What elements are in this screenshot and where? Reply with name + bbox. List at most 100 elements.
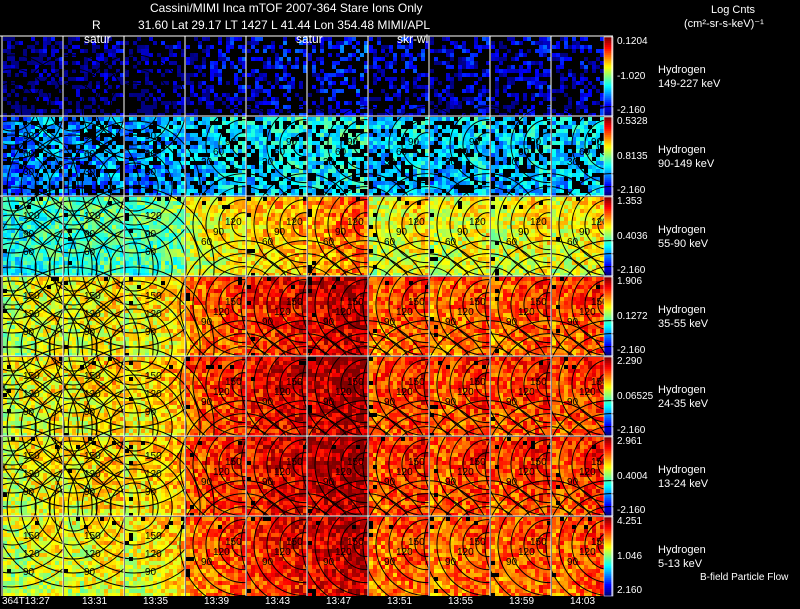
contour-label: 120 — [335, 547, 352, 558]
contour-label: 30 — [262, 157, 274, 168]
contour-label: 90 — [579, 227, 591, 238]
contour-label: 90 — [506, 477, 518, 488]
colorbar-min-label: -2.160 — [617, 185, 645, 196]
contour-label: 90 — [262, 557, 274, 568]
colorbar-min-label: -2.160 — [617, 105, 645, 116]
contour-label: 120 — [469, 217, 486, 228]
contour-label: 120 — [225, 217, 242, 228]
contour-label: 120 — [396, 547, 413, 558]
skr-marker-label: skr-wl — [397, 32, 428, 46]
image-panel — [491, 37, 551, 116]
colorbar-max-label: 2.961 — [617, 436, 642, 447]
time-tick-label: 13:59 — [509, 596, 534, 607]
contour-label: 90 — [225, 137, 237, 148]
contour-label: 120 — [518, 387, 535, 398]
contour-label: 120 — [274, 387, 291, 398]
contour-label: 90 — [445, 397, 457, 408]
units-label-2: (cm²-sr-s-keV)⁻¹ — [684, 17, 764, 31]
species-label: Hydrogen — [658, 544, 706, 557]
contour-label: 90 — [274, 227, 286, 238]
contour-label: 90 — [262, 397, 274, 408]
energy-range-label: 5-13 keV — [658, 558, 702, 571]
contour-label: 90 — [567, 317, 579, 328]
contour-label: 90 — [347, 137, 359, 148]
colorbar-min-label: -2.160 — [617, 505, 645, 516]
time-tick-label: 13:47 — [326, 596, 351, 607]
contour-label: 120 — [286, 217, 303, 228]
saturn-marker-label: satur — [84, 32, 111, 46]
contour-label: 120 — [347, 217, 364, 228]
energy-range-label: 55-90 keV — [658, 238, 708, 251]
energy-range-label: 90-149 keV — [658, 158, 714, 171]
image-panel — [369, 37, 429, 116]
species-label: Hydrogen — [658, 384, 706, 397]
contour-label: 90 — [384, 397, 396, 408]
contour-label: 120 — [457, 307, 474, 318]
contour-label: 120 — [396, 467, 413, 478]
contour-label: 90 — [384, 477, 396, 488]
contour-label: 120 — [518, 547, 535, 558]
contour-label: 120 — [579, 387, 596, 398]
contour-label: 90 — [591, 137, 603, 148]
contour-label: 120 — [408, 217, 425, 228]
contour-label: 60 — [518, 147, 530, 158]
contour-label: 120 — [213, 387, 230, 398]
time-tick-label: 13:39 — [204, 596, 229, 607]
contour-label: 60 — [567, 237, 579, 248]
saturn-marker-label-2: satur — [296, 32, 323, 46]
colorbar-max-label: 1.353 — [617, 196, 642, 207]
units-label: Log Cnts — [711, 3, 755, 17]
contour-label: 90 — [506, 397, 518, 408]
image-panel — [430, 37, 490, 116]
image-panel — [552, 37, 612, 116]
contour-label: 120 — [335, 467, 352, 478]
contour-label: 120 — [335, 387, 352, 398]
contour-label: 120 — [579, 307, 596, 318]
colorbar-max-label: 1.906 — [617, 276, 642, 287]
species-label: Hydrogen — [658, 144, 706, 157]
contour-label: 120 — [396, 307, 413, 318]
contour-label: 90 — [262, 477, 274, 488]
colorbar-max-label: 0.1204 — [617, 36, 648, 47]
contour-label: 90 — [145, 567, 157, 578]
contour-label: 90 — [213, 227, 225, 238]
contour-label: 90 — [518, 227, 530, 238]
contour-label: 120 — [530, 217, 547, 228]
time-tick-label: 13:51 — [387, 596, 412, 607]
contour-label: 60 — [213, 147, 225, 158]
contour-label: 120 — [145, 549, 162, 560]
plot-title: Cassini/MIMI Inca mTOF 2007-364 Stare Io… — [150, 1, 423, 15]
contour-label: 90 — [323, 397, 335, 408]
energy-range-label: 13-24 keV — [658, 478, 708, 491]
colorbar-mid-label: 0.06525 — [617, 391, 653, 402]
species-label: Hydrogen — [658, 64, 706, 77]
contour-label: 90 — [323, 557, 335, 568]
contour-label: 120 — [335, 307, 352, 318]
contour-label: 120 — [457, 547, 474, 558]
contour-label: 90 — [384, 557, 396, 568]
contour-label: 90 — [384, 317, 396, 328]
contour-label: 150 — [23, 531, 40, 542]
colorbar-mid-label: 0.8135 — [617, 151, 648, 162]
contour-label: 30 — [506, 157, 518, 168]
r-label: R — [92, 18, 101, 32]
contour-label: 120 — [274, 547, 291, 558]
contour-label: 120 — [518, 467, 535, 478]
colorbar-mid-label: 0.4004 — [617, 471, 648, 482]
contour-label: 90 — [408, 137, 420, 148]
contour-label: 120 — [579, 467, 596, 478]
colorbar-mid-label: 0.1272 — [617, 311, 648, 322]
contour-label: 30 — [384, 157, 396, 168]
energy-range-label: 149-227 keV — [658, 78, 720, 91]
colorbar-min-label: 2.160 — [617, 585, 642, 596]
contour-label: 120 — [274, 467, 291, 478]
contour-label: 60 — [262, 237, 274, 248]
contour-label: 90 — [445, 477, 457, 488]
species-label: Hydrogen — [658, 304, 706, 317]
contour-label: 30 — [567, 157, 579, 168]
colorbar-mid-label: 0.4036 — [617, 231, 648, 242]
species-label: Hydrogen — [658, 224, 706, 237]
image-panel — [186, 37, 246, 116]
contour-label: 150 — [84, 531, 101, 542]
contour-label: 120 — [518, 307, 535, 318]
